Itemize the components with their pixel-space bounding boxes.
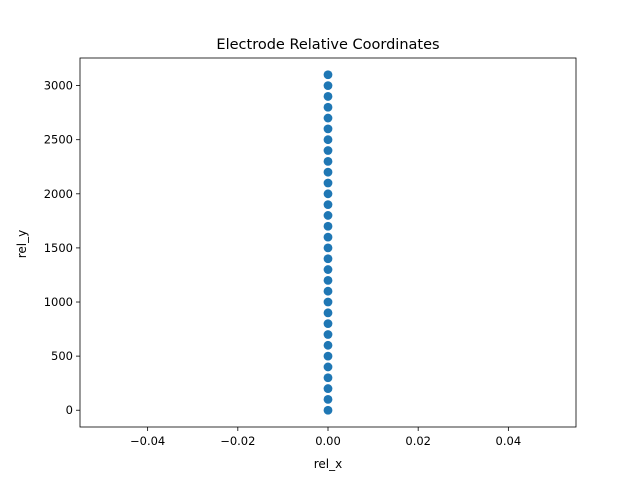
data-points <box>323 70 333 415</box>
data-point <box>323 200 333 210</box>
data-point <box>323 362 333 372</box>
data-point <box>323 405 333 415</box>
data-point <box>323 254 333 264</box>
data-point <box>323 395 333 404</box>
y-tick-label: 2500 <box>44 133 73 147</box>
data-point <box>323 221 333 231</box>
data-point <box>323 308 333 318</box>
data-point <box>323 92 333 101</box>
data-point <box>323 330 333 339</box>
data-point <box>323 319 333 329</box>
data-point <box>323 113 333 123</box>
data-point <box>323 243 333 253</box>
data-point <box>323 275 333 285</box>
data-point <box>323 286 333 296</box>
y-tick-label: 0 <box>66 403 73 417</box>
y-axis-label: rel_y <box>15 230 29 259</box>
x-axis-label: rel_x <box>314 457 343 471</box>
data-point <box>323 232 333 242</box>
x-axis-ticks: −0.04 −0.02 0.00 0.02 0.04 <box>130 427 521 448</box>
x-tick-label: −0.04 <box>130 434 165 448</box>
data-point <box>323 167 333 177</box>
x-tick-label: −0.02 <box>220 434 255 448</box>
y-tick-label: 1500 <box>44 241 73 255</box>
data-point <box>323 102 333 112</box>
data-point <box>323 211 333 220</box>
y-tick-label: 1000 <box>44 295 73 309</box>
data-point <box>323 373 333 383</box>
data-point <box>323 135 333 145</box>
data-point <box>323 297 333 307</box>
data-point <box>323 340 333 350</box>
x-tick-label: 0.04 <box>496 434 522 448</box>
data-point <box>323 146 333 155</box>
data-point <box>323 265 333 274</box>
x-tick-label: 0.00 <box>315 434 341 448</box>
data-point <box>323 189 333 199</box>
chart-title: Electrode Relative Coordinates <box>216 37 439 53</box>
y-tick-label: 2000 <box>44 187 73 201</box>
data-point <box>323 81 333 90</box>
data-point <box>323 70 333 80</box>
data-point <box>323 178 333 188</box>
y-tick-label: 3000 <box>44 79 73 93</box>
x-tick-label: 0.02 <box>405 434 431 448</box>
data-point <box>323 384 333 393</box>
y-axis-ticks: 0 500 1000 1500 2000 2500 3000 <box>44 79 80 417</box>
data-point <box>323 156 333 166</box>
axes-frame <box>79 57 577 428</box>
data-point <box>323 124 333 134</box>
y-tick-label: 500 <box>51 349 73 363</box>
plot-area: −0.04 −0.02 0.00 0.02 0.04 0 500 1000 1500 2000 2… <box>44 57 577 448</box>
data-point <box>323 351 333 361</box>
